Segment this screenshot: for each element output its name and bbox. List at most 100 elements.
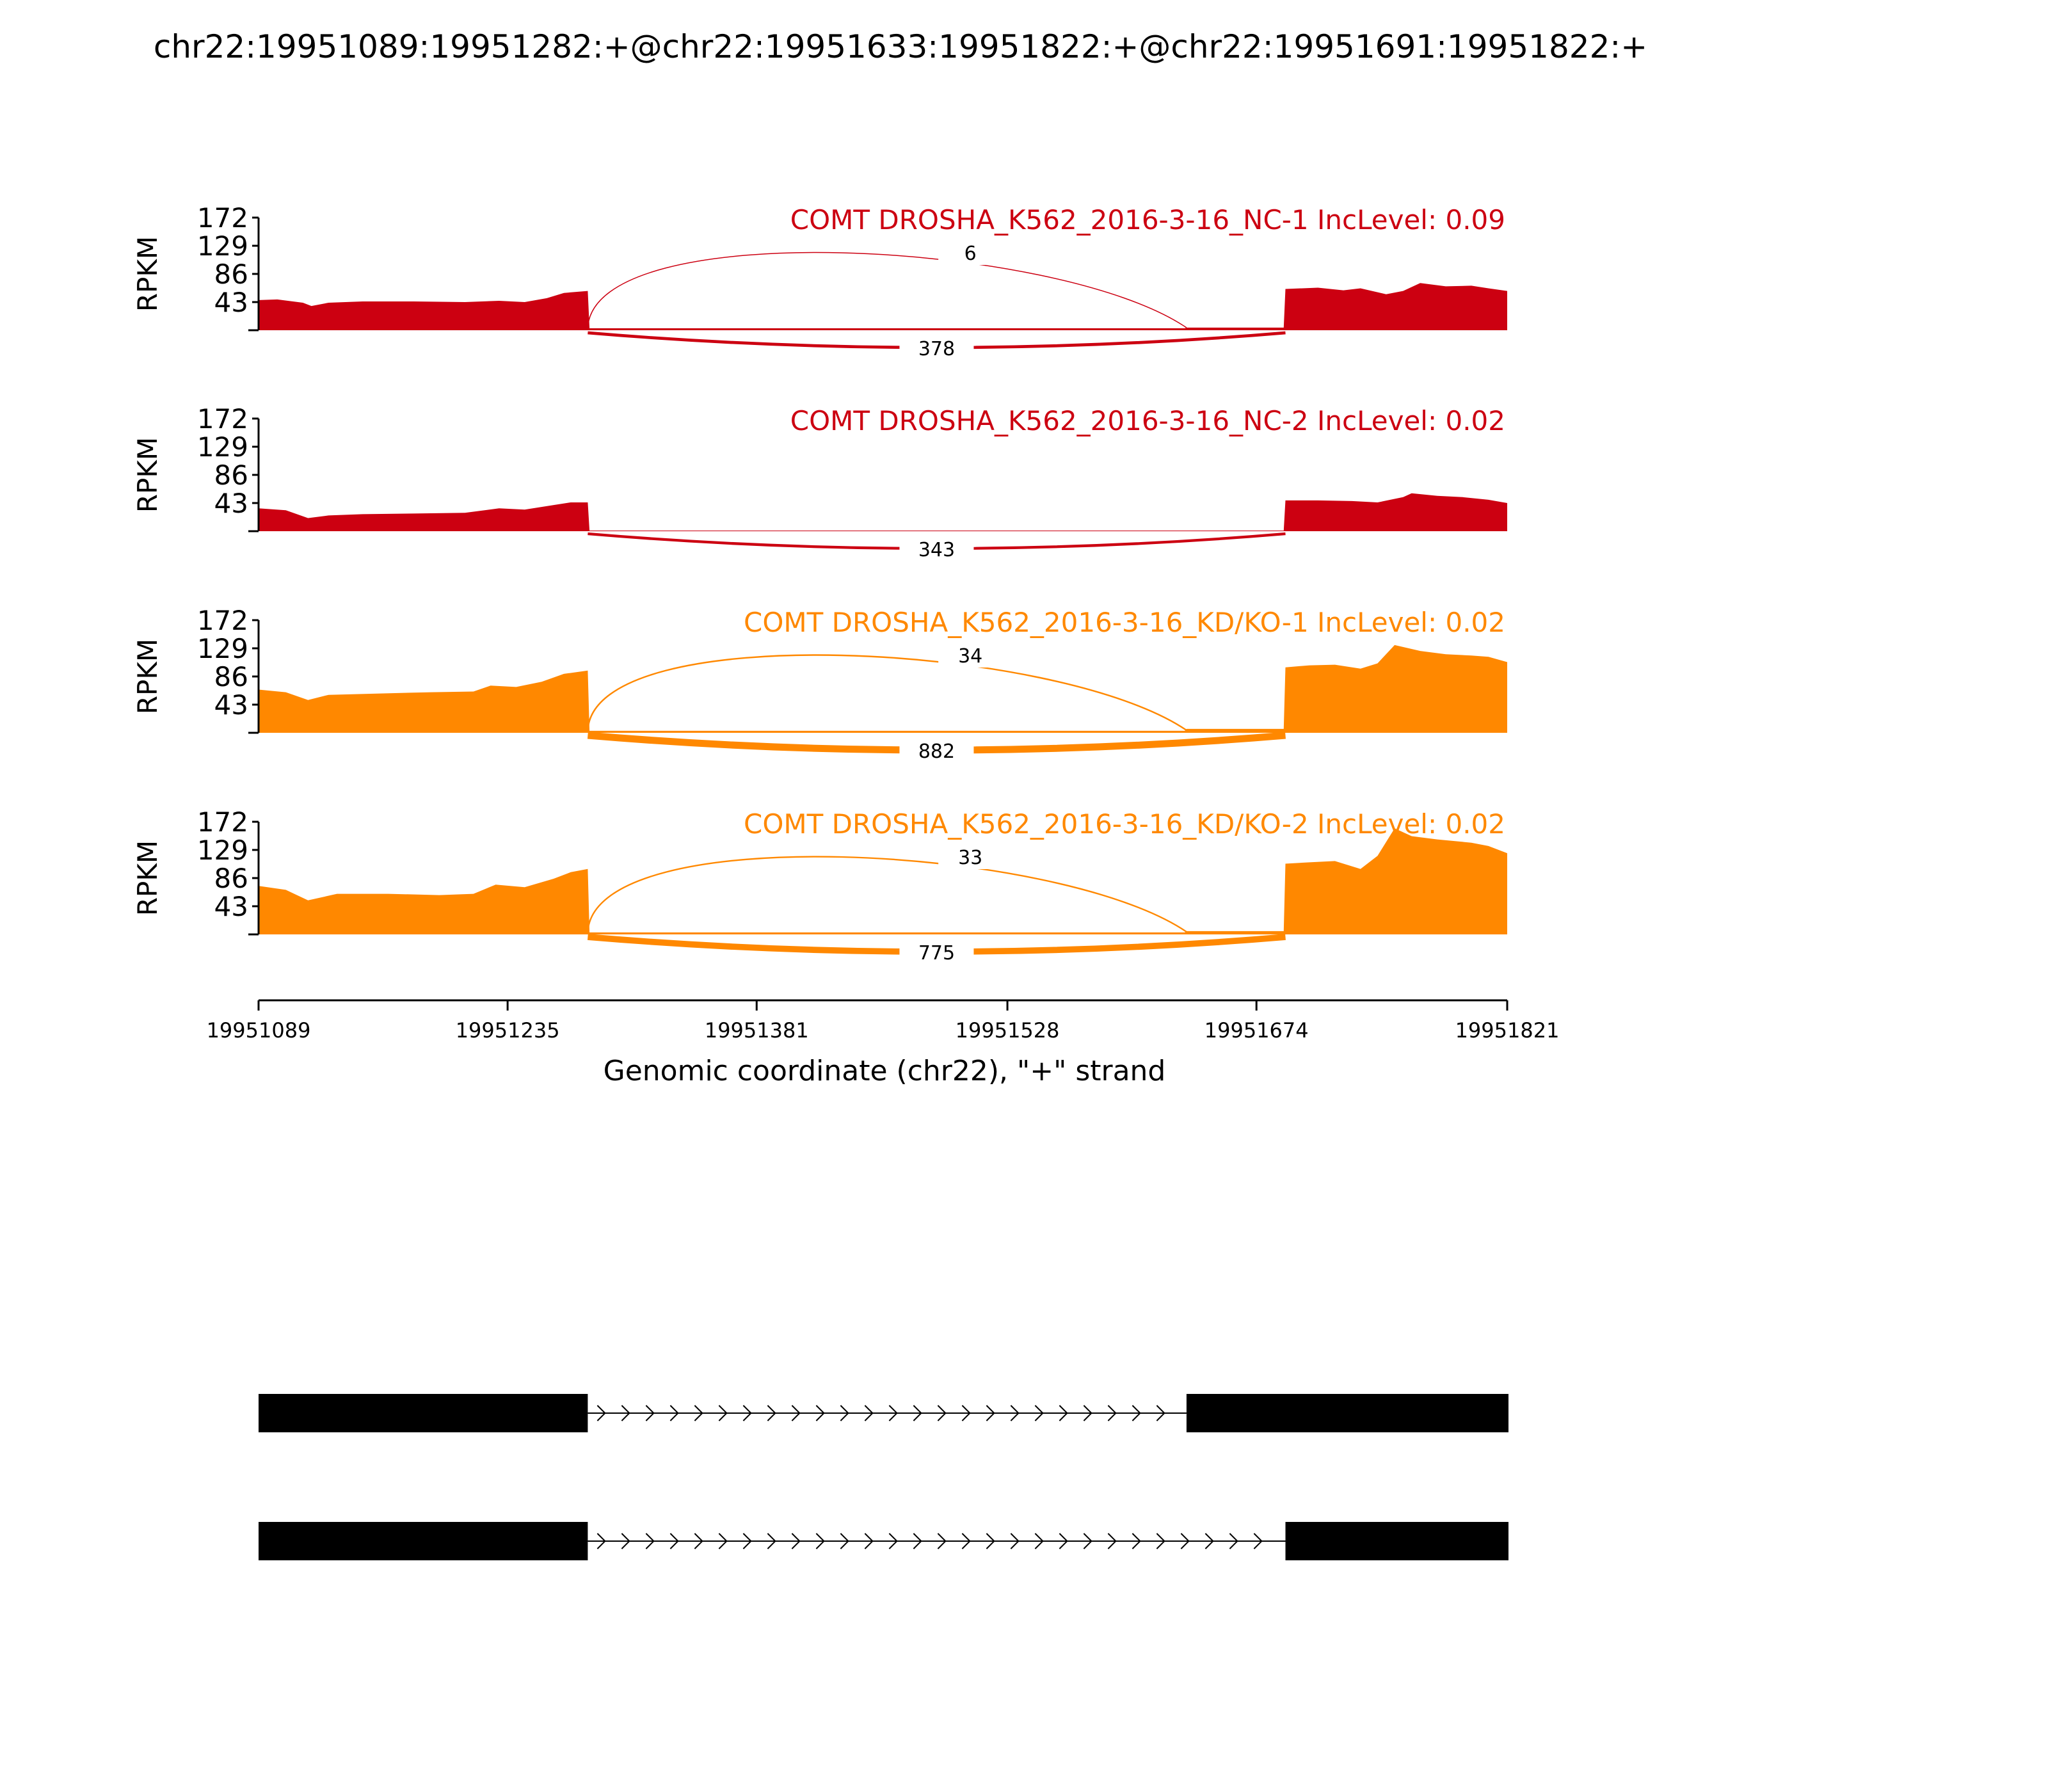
inclusion-junction-arc (587, 252, 1187, 328)
strand-arrow (669, 1533, 679, 1549)
strand-arrow (1083, 1533, 1092, 1549)
strand-arrow (621, 1405, 630, 1421)
strand-arrow (1132, 1405, 1141, 1421)
strand-arrow (1229, 1533, 1238, 1549)
y-tick-label: 129 (197, 230, 248, 262)
strand-arrow (937, 1533, 947, 1549)
strand-arrow (742, 1405, 752, 1421)
strand-arrow (645, 1533, 655, 1549)
strand-arrow (596, 1405, 606, 1421)
inclusion-junction-count: 6 (964, 243, 977, 265)
coverage-area (259, 644, 1507, 733)
series-label: COMT DROSHA_K562_2016-3-16_NC-1 IncLevel… (790, 204, 1505, 236)
skipping-junction-count: 882 (918, 740, 955, 763)
strand-arrow (1034, 1533, 1044, 1549)
x-tick-label: 19951235 (456, 1018, 560, 1043)
y-tick-label: 43 (214, 891, 248, 922)
exon-block (259, 1394, 588, 1432)
inclusion-junction-arc (587, 856, 1187, 932)
strand-arrow (718, 1533, 728, 1549)
y-tick-label: 172 (197, 605, 248, 636)
strand-arrow (742, 1533, 752, 1549)
x-tick-label: 19951821 (1455, 1018, 1560, 1043)
strand-arrow (694, 1405, 703, 1421)
strand-arrow (986, 1533, 995, 1549)
isoform-tracks (259, 1394, 1508, 1560)
strand-arrow (937, 1405, 947, 1421)
inclusion-junction-count: 34 (958, 645, 982, 668)
series-label: COMT DROSHA_K562_2016-3-16_KD/KO-1 IncLe… (744, 607, 1505, 638)
series-label: COMT DROSHA_K562_2016-3-16_NC-2 IncLevel… (790, 405, 1505, 436)
y-tick-label: 86 (214, 661, 248, 692)
strand-arrow (1107, 1533, 1117, 1549)
y-axis-label: RPKM (132, 639, 163, 714)
y-axis-label: RPKM (132, 840, 163, 916)
strand-arrow (815, 1405, 825, 1421)
y-tick-label: 129 (197, 835, 248, 866)
y-tick-label: 86 (214, 863, 248, 894)
junction-count-background (899, 336, 974, 359)
x-tick-label: 19951674 (1204, 1018, 1309, 1043)
strand-arrow (1010, 1405, 1020, 1421)
junction-count-background (899, 739, 974, 762)
strand-arrow (1156, 1405, 1165, 1421)
strand-arrow (815, 1533, 825, 1549)
coverage-area (259, 828, 1507, 934)
coverage-area (259, 283, 1507, 330)
strand-arrow (791, 1533, 801, 1549)
skipping-junction-count: 378 (918, 338, 955, 360)
strand-arrow (596, 1533, 606, 1549)
x-tick-label: 19951528 (956, 1018, 1060, 1043)
inclusion-junction-count: 33 (958, 847, 982, 869)
inclusion-junction-arc (587, 654, 1187, 732)
strand-arrow (888, 1405, 898, 1421)
exon-block (259, 1522, 588, 1560)
junction-count-background (938, 844, 1003, 869)
exon-block (1186, 1394, 1508, 1432)
exon-block (1285, 1522, 1508, 1560)
strand-arrow (840, 1533, 849, 1549)
strand-arrow (913, 1405, 922, 1421)
strand-arrow (864, 1533, 874, 1549)
strand-arrow (767, 1405, 776, 1421)
x-axis-label: Genomic coordinate (chr22), "+" strand (604, 1055, 1166, 1087)
strand-arrow (1204, 1533, 1214, 1549)
junction-count-background (938, 239, 1003, 265)
strand-arrow (1132, 1533, 1141, 1549)
junction-count-background (938, 642, 1003, 668)
isoform-track (259, 1394, 1508, 1432)
y-tick-label: 172 (197, 403, 248, 435)
strand-arrow (767, 1533, 776, 1549)
y-tick-label: 86 (214, 460, 248, 491)
strand-arrow (621, 1533, 630, 1549)
strand-arrow (961, 1533, 971, 1549)
strand-arrow (1034, 1405, 1044, 1421)
strand-arrow (1253, 1533, 1263, 1549)
y-tick-label: 43 (214, 488, 248, 519)
strand-arrow (1083, 1405, 1092, 1421)
isoform-track (259, 1522, 1508, 1560)
strand-arrow (1180, 1533, 1190, 1549)
strand-arrow (1010, 1533, 1020, 1549)
junction-count-background (899, 940, 974, 963)
strand-arrow (913, 1533, 922, 1549)
y-tick-label: 129 (197, 431, 248, 463)
strand-arrow (986, 1405, 995, 1421)
strand-arrow (864, 1405, 874, 1421)
coverage-area (259, 493, 1507, 531)
strand-arrow (645, 1405, 655, 1421)
skipping-junction-count: 343 (918, 539, 955, 561)
strand-arrow (840, 1405, 849, 1421)
x-tick-label: 19951381 (705, 1018, 809, 1043)
strand-arrow (718, 1405, 728, 1421)
y-tick-label: 43 (214, 689, 248, 721)
strand-arrow (669, 1405, 679, 1421)
x-axis: 19951089 19951235 19951381 19951528 19951674… (207, 999, 1560, 1043)
junction-count-background (899, 537, 974, 560)
